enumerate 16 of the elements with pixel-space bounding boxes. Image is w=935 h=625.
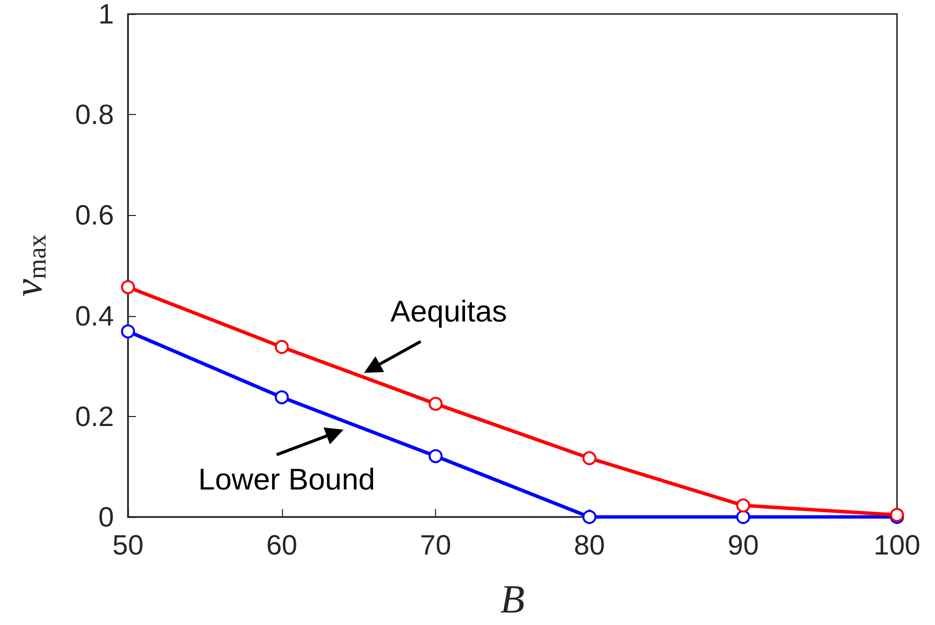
y-tick-label: 1 [98, 0, 114, 30]
series-label: Lower Bound [198, 464, 376, 497]
x-tick-label: 50 [112, 530, 144, 560]
x-tick-label: 90 [728, 530, 759, 560]
x-tick-label: 70 [420, 530, 452, 560]
x-axis-title: B [500, 576, 525, 622]
x-tick-label: 80 [574, 530, 605, 560]
y-tick-label: 0.6 [75, 200, 114, 231]
y-axis-title: vmax [6, 234, 52, 297]
x-tick-label: 60 [266, 530, 298, 560]
x-tick-label: 100 [874, 530, 920, 560]
y-tick-label: 0.8 [75, 99, 114, 130]
y-tick-label: 0.4 [75, 300, 114, 332]
series-label: Aequitas [390, 295, 508, 328]
y-tick-label: 0 [98, 502, 114, 532]
y-tick-label: 0.2 [75, 400, 114, 432]
